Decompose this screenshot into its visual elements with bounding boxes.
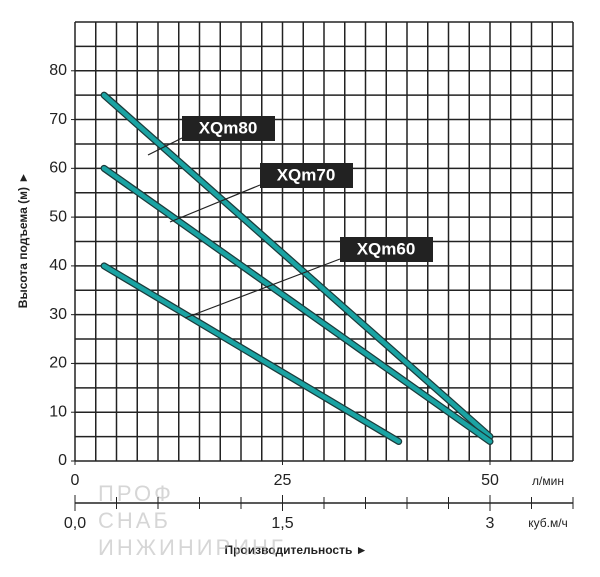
leader [147,137,183,156]
watermark: ИНЖИНИРИНГ [98,535,286,560]
x2-tick-label: 1,5 [271,515,293,532]
series-label: XQm80 [199,118,258,137]
y-tick-label: 10 [49,403,67,420]
x2-tick-label: 3 [486,515,495,532]
line [101,166,493,444]
y-tick-label: 20 [49,355,67,372]
watermark: СНАБ [98,508,171,533]
line [101,92,493,439]
label-box [182,116,275,141]
label-box [260,163,353,188]
x-tick-label: 25 [274,472,292,489]
x-unit: л/мин [532,474,564,488]
y-tick-label: 50 [49,208,67,225]
y-tick-label: 40 [49,257,67,274]
y-tick-label: 30 [49,306,67,323]
series-label: XQm70 [277,165,336,184]
label-box [340,237,433,262]
leader [184,258,341,319]
x-tick-label: 50 [481,472,499,489]
y-axis-label: Высота подъема (м) ► [16,172,30,308]
watermark: ПРОФ [98,481,174,506]
y-tick-label: 80 [49,62,67,79]
series-label: XQm60 [357,239,416,258]
x-axis-label: Производительность ► [224,543,367,557]
line [101,263,401,444]
y-tick-label: 70 [49,111,67,128]
leader [169,184,261,223]
x2-unit: куб.м/ч [528,516,568,530]
x2-tick-label: 0,0 [64,515,86,532]
y-tick-label: 0 [58,452,67,469]
x-tick-label: 0 [71,472,80,489]
y-tick-label: 60 [49,160,67,177]
